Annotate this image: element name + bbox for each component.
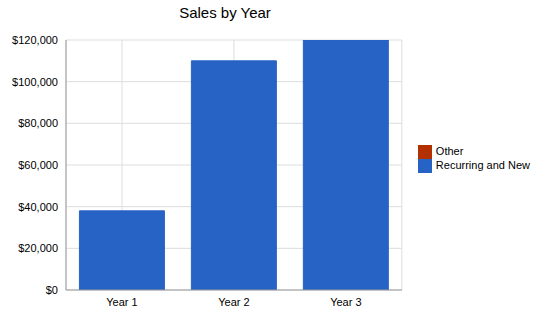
- svg-text:$80,000: $80,000: [18, 117, 58, 129]
- html-text:Recurring and New: Recurring and New: [435, 159, 530, 171]
- html-text:Sales by Year: Sales by Year: [179, 4, 271, 21]
- svg-text:$120,000: $120,000: [12, 34, 58, 46]
- svg-text:$60,000: $60,000: [18, 159, 58, 171]
- svg-text:$40,000: $40,000: [18, 201, 58, 213]
- svg-text:Year 2: Year 2: [218, 296, 249, 308]
- svg-text:$100,000: $100,000: [12, 76, 58, 88]
- html-text:Other: Other: [435, 144, 464, 157]
- svg-text:$20,000: $20,000: [18, 242, 58, 254]
- svg-text:Year 1: Year 1: [106, 296, 137, 308]
- svg-text:$0: $0: [46, 284, 58, 296]
- svg-text:Year 3: Year 3: [330, 296, 361, 308]
